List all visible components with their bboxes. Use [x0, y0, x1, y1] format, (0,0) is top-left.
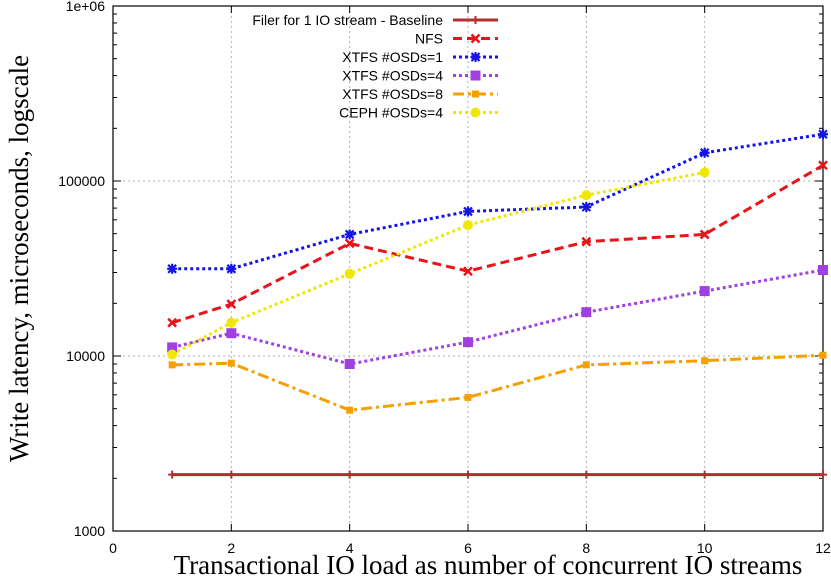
series	[168, 470, 827, 479]
data-point	[819, 351, 827, 359]
series-line	[171, 164, 824, 325]
data-point	[344, 229, 355, 240]
data-point	[470, 107, 481, 118]
data-point	[699, 167, 710, 178]
grid	[113, 6, 823, 531]
x-tick-label: 10	[697, 540, 713, 556]
data-point	[582, 470, 591, 479]
series	[167, 167, 710, 360]
data-point	[699, 147, 710, 158]
data-point	[463, 220, 473, 231]
data-point	[818, 129, 828, 140]
y-tick-label: 100000	[58, 173, 105, 189]
data-point	[226, 328, 237, 339]
data-point	[818, 265, 828, 276]
x-axis-title: Transactional IO load as number of concu…	[174, 550, 803, 578]
x-tick-label: 2	[227, 540, 235, 556]
data-point	[818, 160, 828, 171]
series-layer	[167, 129, 828, 479]
x-tick-label: 0	[109, 540, 117, 556]
data-point	[345, 470, 354, 479]
series	[167, 265, 828, 370]
data-point	[463, 337, 473, 348]
data-point	[167, 263, 178, 274]
data-point	[226, 263, 237, 274]
data-point	[699, 286, 710, 297]
data-point	[581, 236, 592, 247]
x-tick-label: 4	[346, 540, 354, 556]
data-point	[581, 202, 592, 213]
series-line	[172, 132, 824, 271]
data-point	[700, 470, 709, 479]
data-point	[581, 307, 592, 318]
data-point	[470, 33, 481, 44]
y-tick-label: 10000	[66, 348, 105, 364]
data-point	[582, 361, 590, 369]
data-point	[168, 361, 176, 369]
data-point	[470, 70, 481, 81]
data-point	[344, 238, 355, 249]
data-point	[227, 470, 236, 479]
y-tick-label: 1000	[74, 523, 105, 539]
data-point	[699, 229, 710, 240]
x-tick-label: 8	[582, 540, 590, 556]
data-point	[819, 470, 827, 479]
data-point	[472, 90, 479, 98]
x-tick-label: 12	[815, 540, 831, 556]
series	[168, 351, 827, 414]
data-point	[470, 52, 481, 62]
legend-label: XTFS #OSDs=8	[342, 86, 443, 102]
data-point	[346, 406, 354, 414]
legend: Filer for 1 IO stream - Baseline NFS XTFS …	[252, 12, 498, 121]
legend-label: NFS	[415, 31, 443, 47]
series-line	[171, 170, 705, 356]
series	[167, 160, 828, 328]
y-axis-title: Write latency, microseconds, logscale	[4, 55, 34, 462]
legend-label: CEPH #OSDs=4	[339, 105, 443, 121]
data-point	[463, 206, 473, 217]
data-point	[701, 357, 709, 365]
data-point	[167, 349, 178, 360]
data-point	[464, 470, 472, 479]
data-point	[167, 317, 178, 328]
data-point	[471, 16, 480, 24]
data-point	[344, 359, 355, 370]
series	[167, 129, 828, 274]
data-point	[464, 393, 472, 401]
data-point	[581, 190, 592, 201]
x-tick-label: 6	[464, 540, 472, 556]
data-point	[226, 317, 237, 328]
data-point	[227, 359, 235, 367]
y-tick-label: 1e+06	[66, 0, 106, 14]
legend-label: XTFS #OSDs=1	[342, 49, 443, 65]
data-point	[167, 342, 178, 353]
axis-ticks: 0 2 4 6 8 10 12 1000 10000 100000 1e+06	[58, 0, 831, 556]
data-point	[463, 266, 473, 277]
legend-label: XTFS #OSDs=4	[342, 68, 443, 84]
data-point	[226, 299, 237, 309]
data-point	[344, 268, 355, 279]
data-point	[168, 470, 177, 479]
legend-label: Filer for 1 IO stream - Baseline	[252, 12, 443, 28]
series-line	[172, 353, 824, 412]
